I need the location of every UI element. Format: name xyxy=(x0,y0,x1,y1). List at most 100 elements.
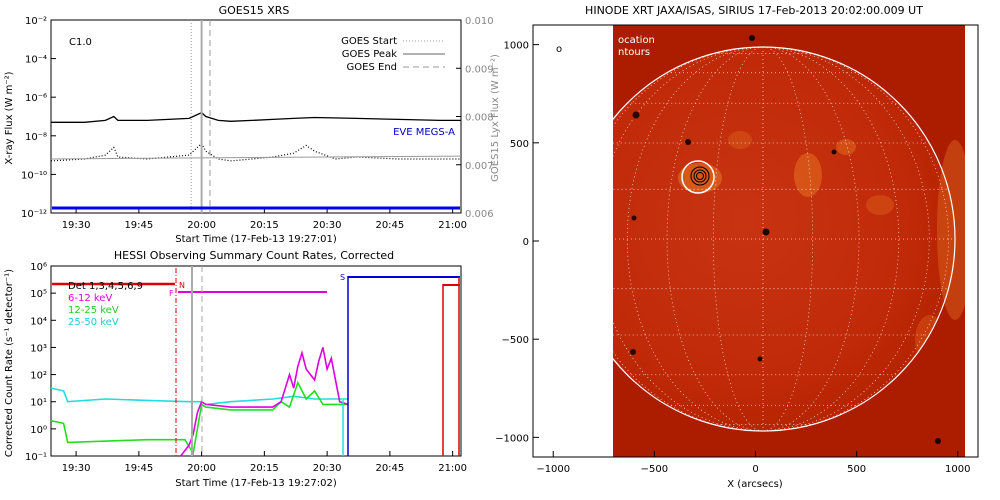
xrt-legend-line-1: ocation xyxy=(618,35,655,46)
hessi-flag-f: F xyxy=(169,289,174,298)
hessi-series xyxy=(50,347,349,457)
goes-y2-ticks: 0.010 0.009 0.008 0.007 0.006 xyxy=(456,16,494,220)
goes-panel: GOES15 XRS C1.0 10⁻²10⁻⁴10⁻⁶10⁻⁸10⁻¹⁰10⁻… xyxy=(4,4,501,245)
goes-legend-start: GOES Start xyxy=(341,36,397,47)
goes-y2-tick-label: 0.008 xyxy=(465,113,494,124)
goes-eve-label: EVE MEGS-A xyxy=(393,127,455,138)
goes-x-tick-label: 21:00 xyxy=(438,220,467,231)
goes-x-tick-label: 19:30 xyxy=(62,220,91,231)
hessi-x-tick-label: 19:30 xyxy=(62,463,91,474)
hessi-legend: Det 1,3,4,5,6,9 6-12 keV 12-25 keV 25-50… xyxy=(68,281,143,328)
goes-series-line xyxy=(50,142,461,162)
xrt-x-tick-label: 500 xyxy=(847,464,866,475)
hessi-x-tick-label: 20:30 xyxy=(313,463,342,474)
hessi-y-tick-label: 10³ xyxy=(30,343,47,354)
xrt-x-tick-label: 1000 xyxy=(945,464,970,475)
xrt-xlabel: X (arcsecs) xyxy=(727,479,783,490)
goes-y2-tick-label: 0.007 xyxy=(465,161,494,172)
xrt-image: ocation ntours xyxy=(613,25,965,457)
grid-longitude xyxy=(762,47,860,431)
xrt-title: HINODE XRT JAXA/ISAS, SIRIUS 17-Feb-2013… xyxy=(585,4,923,17)
goes-y2label: GOES15 Lyx Flux (W m⁻²) xyxy=(490,54,501,182)
xrt-y-tick-label: −500 xyxy=(502,335,529,346)
contour xyxy=(693,169,707,183)
spot xyxy=(685,139,691,145)
xrt-x-ticks: −1000 −500 0 500 1000 xyxy=(536,451,970,475)
goes-y-tick-label: 10⁻⁸ xyxy=(25,132,47,143)
hessi-overlays: F N S xyxy=(52,266,460,456)
goes-ylabel: X-ray Flux (W m⁻²) xyxy=(4,71,15,164)
xrt-marker-o: o xyxy=(556,44,562,55)
flare-contours xyxy=(681,160,715,194)
active-region xyxy=(866,195,894,215)
goes-series xyxy=(50,111,462,162)
hessi-series-line xyxy=(50,387,348,406)
hessi-legend-25-50: 25-50 keV xyxy=(68,317,119,328)
goes-time-markers xyxy=(190,20,211,213)
hessi-flag-s: S xyxy=(340,273,345,282)
hessi-y-tick-label: 10⁵ xyxy=(30,289,47,300)
hessi-y-tick-label: 10⁻¹ xyxy=(25,452,47,463)
hessi-x-ticks: 19:30 19:45 20:00 20:15 20:30 20:45 21:00 xyxy=(62,451,467,474)
spot xyxy=(831,149,837,155)
hessi-x-tick-label: 20:15 xyxy=(250,463,279,474)
xrt-x-tick-label: 0 xyxy=(752,464,758,475)
limb-brightening xyxy=(937,140,965,320)
goes-lyx-line xyxy=(50,155,462,160)
flare-location-circle xyxy=(681,160,715,194)
goes-y-tick-label: 10⁻⁴ xyxy=(25,55,47,66)
xrt-x-tick-label: −500 xyxy=(641,464,668,475)
active-region xyxy=(794,153,822,197)
goes-y2-tick-label: 0.006 xyxy=(465,209,494,220)
spot xyxy=(935,438,941,444)
hessi-xlabel: Start Time (17-Feb-13 19:27:02) xyxy=(175,478,337,489)
hessi-plot-frame xyxy=(50,265,462,457)
hessi-panel: HESSI Observing Summary Count Rates, Cor… xyxy=(4,249,467,489)
hessi-legend-6-12: 6-12 keV xyxy=(68,293,112,304)
xrt-y-tick-label: 0 xyxy=(523,237,529,248)
spot xyxy=(757,356,763,362)
hessi-y-tick-label: 10⁴ xyxy=(30,316,47,327)
grid-longitude xyxy=(762,47,949,431)
hessi-x-tick-label: 21:00 xyxy=(438,463,467,474)
xrt-y-tick-label: −1000 xyxy=(495,433,529,444)
grid-longitude xyxy=(762,47,900,431)
xrt-y-tick-label: 1000 xyxy=(504,41,529,52)
goes-x-tick-label: 20:45 xyxy=(375,220,404,231)
contour xyxy=(690,166,710,186)
goes-y2-tick-label: 0.009 xyxy=(465,64,494,75)
heliographic-grid xyxy=(613,47,955,431)
hessi-y-tick-label: 10² xyxy=(30,371,47,382)
goes-x-tick-label: 20:30 xyxy=(313,220,342,231)
goes-title: GOES15 XRS xyxy=(219,4,290,17)
hessi-y-ticks: 10⁶ 10⁵ 10⁴ 10³ 10² 10¹ 10⁰ 10⁻¹ xyxy=(25,262,56,463)
goes-legend-peak: GOES Peak xyxy=(342,49,397,60)
hessi-legend-det: Det 1,3,4,5,6,9 xyxy=(68,281,143,292)
active-region xyxy=(728,131,752,149)
xrt-legend-line-2: ntours xyxy=(618,47,650,58)
xrt-y-tick-label: 500 xyxy=(510,139,529,150)
goes-y-tick-label: 10⁻² xyxy=(25,16,47,27)
hessi-x-tick-label: 20:45 xyxy=(375,463,404,474)
hessi-x-tick-label: 20:00 xyxy=(187,463,216,474)
spot xyxy=(762,228,770,236)
xrt-x-tick-label: −1000 xyxy=(536,464,570,475)
active-region xyxy=(836,139,856,155)
goes-x-tick-label: 19:45 xyxy=(124,220,153,231)
hessi-x-tick-label: 19:45 xyxy=(124,463,153,474)
hessi-series-line xyxy=(180,347,349,457)
hessi-y-tick-label: 10¹ xyxy=(30,398,47,409)
hessi-ylabel: Corrected Count Rate (s⁻¹ detector⁻¹) xyxy=(4,269,15,457)
xrt-panel: HINODE XRT JAXA/ISAS, SIRIUS 17-Feb-2013… xyxy=(495,4,979,490)
goes-legend: GOES Start GOES Peak GOES End xyxy=(341,36,445,73)
hessi-series-line xyxy=(50,380,348,456)
goes-x-ticks: 19:30 19:45 20:00 20:15 20:30 20:45 21:00 xyxy=(62,208,467,231)
spot xyxy=(631,215,637,221)
hessi-legend-12-25: 12-25 keV xyxy=(68,305,119,316)
hessi-flag-n: N xyxy=(179,281,185,290)
spot xyxy=(632,111,640,119)
goes-y-tick-label: 10⁻⁶ xyxy=(25,93,47,104)
goes-y2-tick-label: 0.010 xyxy=(465,16,494,27)
